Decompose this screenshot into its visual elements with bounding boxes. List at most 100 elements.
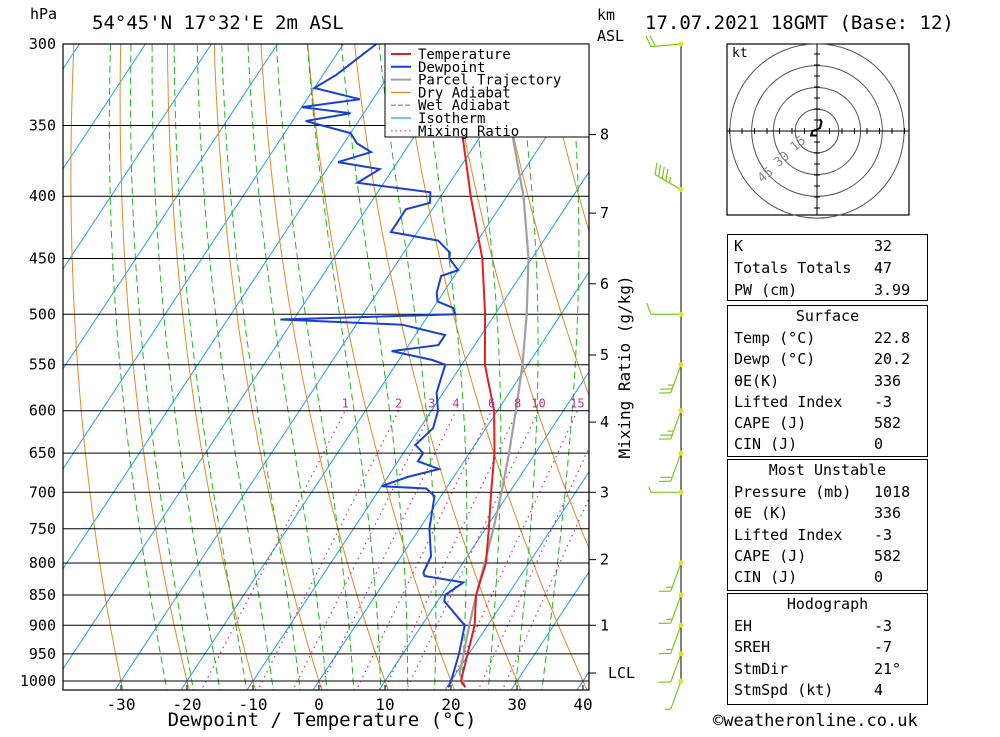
height-tick-label: 8 <box>600 126 609 144</box>
index-row: EH-3 <box>728 616 927 637</box>
wind-level-dot <box>679 42 684 47</box>
indices-panel-surface: Surface Temp (°C)22.8 Dewp (°C)20.2 θE(K… <box>727 305 928 457</box>
x-tick-label: 30 <box>507 695 526 714</box>
wind-barb-staff <box>671 681 681 709</box>
plot-frame <box>63 44 589 690</box>
wind-level-dot <box>679 451 684 456</box>
wet-adiabat-line <box>247 8 329 707</box>
location-title: 54°45'N 17°32'E 2m ASL <box>92 12 344 34</box>
pressure-tick-label: 700 <box>29 483 56 501</box>
wind-level-dot <box>679 490 684 495</box>
pressure-tick-label: 1000 <box>20 672 56 690</box>
wind-barb-flag <box>666 169 668 181</box>
height-tick-label: LCL <box>608 664 635 682</box>
dry-adiabat-line <box>213 8 327 707</box>
pressure-tick-label: 350 <box>29 117 56 135</box>
wind-level-dot <box>679 679 684 684</box>
x-tick-label: 40 <box>573 695 592 714</box>
wind-barb-flag <box>662 167 664 179</box>
wet-adiabat-line <box>131 8 197 707</box>
mixing-ratio-label: 2 <box>395 397 402 411</box>
pressure-tick-label: 800 <box>29 554 56 572</box>
index-row: CIN (J)0 <box>728 434 927 455</box>
height-tick-label: 6 <box>600 275 609 293</box>
wind-barb-flag <box>649 487 651 493</box>
index-row: θE(K)336 <box>728 371 927 392</box>
legend-label: Mixing Ratio <box>418 124 519 140</box>
wind-barb-flag <box>659 165 661 177</box>
index-row: SREH-7 <box>728 637 927 658</box>
indices-panel-most-unstable: Most Unstable Pressure (mb)1018 θE (K)33… <box>727 459 928 591</box>
height-tick-label: 4 <box>600 413 609 431</box>
height-tick-label: 3 <box>600 483 609 501</box>
pressure-tick-label: 650 <box>29 444 56 462</box>
pressure-tick-label: 850 <box>29 586 56 604</box>
index-row: Dewp (°C)20.2 <box>728 349 927 370</box>
km-unit: km <box>597 6 615 24</box>
mixing-ratio-axis-label: Mixing Ratio (g/kg) <box>615 275 634 458</box>
wind-barb-staff <box>671 453 681 481</box>
index-row: Lifted Index-3 <box>728 392 927 413</box>
mixing-ratio-label: 10 <box>531 397 545 411</box>
wet-adiabat-line <box>109 8 170 707</box>
index-row: CAPE (J)582 <box>728 546 927 567</box>
surface-title: Surface <box>728 306 927 327</box>
pressure-tick-label: 550 <box>29 356 56 374</box>
mixing-ratio-label: 1 <box>342 397 349 411</box>
wind-barb-staff <box>671 411 681 439</box>
dry-adiabat-line <box>993 8 1000 707</box>
wind-barb-flag <box>647 303 651 314</box>
pressure-tick-label: 400 <box>29 187 56 205</box>
wind-barb-staff <box>671 563 681 591</box>
x-tick-label: -30 <box>107 695 136 714</box>
index-row: StmSpd (kt)4 <box>728 680 927 701</box>
wet-adiabat-line <box>174 8 249 707</box>
wind-level-dot <box>679 593 684 598</box>
dry-adiabat-line <box>167 8 260 707</box>
wind-barb-staff <box>671 654 681 682</box>
pressure-tick-label: 600 <box>29 402 56 420</box>
footer-credit[interactable]: ©weatheronline.co.uk <box>713 711 918 731</box>
wind-level-dot <box>679 312 684 317</box>
wind-barb-flag <box>650 35 655 46</box>
index-row: Lifted Index-3 <box>728 525 927 546</box>
dewpoint-line <box>280 44 464 687</box>
dry-adiabat-line <box>947 8 1000 707</box>
wind-barbs <box>646 35 684 709</box>
hpa-unit: hPa <box>30 5 57 23</box>
wind-level-dot <box>679 408 684 413</box>
wet-adiabat-line <box>221 8 302 707</box>
index-row: Temp (°C)22.8 <box>728 328 927 349</box>
mixing-ratio-label: 6 <box>488 397 495 411</box>
height-tick-label: 5 <box>600 346 609 364</box>
index-row: CIN (J)0 <box>728 567 927 588</box>
hodograph-unit: kt <box>732 46 748 61</box>
dry-adiabat-line <box>71 8 127 707</box>
wind-barb-staff <box>671 595 681 623</box>
pressure-tick-label: 300 <box>29 35 56 53</box>
wind-barb-flag <box>646 36 651 47</box>
isotherm-line <box>0 7 170 706</box>
height-tick-label: 2 <box>600 551 609 569</box>
pressure-tick-label: 900 <box>29 616 56 634</box>
x-axis-label: Dewpoint / Temperature (°C) <box>168 709 477 731</box>
wind-level-dot <box>679 623 684 628</box>
index-row: PW (cm)3.99 <box>728 280 927 301</box>
height-tick-label: 1 <box>600 616 609 634</box>
wind-level-dot <box>679 187 684 192</box>
temperature-line <box>446 44 495 687</box>
pressure-tick-label: 500 <box>29 305 56 323</box>
wind-barb-flag <box>670 177 671 183</box>
datetime-title: 17.07.2021 18GMT (Base: 12) <box>645 12 954 34</box>
wind-barb-flag <box>655 163 657 175</box>
index-row: θE (K)336 <box>728 503 927 524</box>
